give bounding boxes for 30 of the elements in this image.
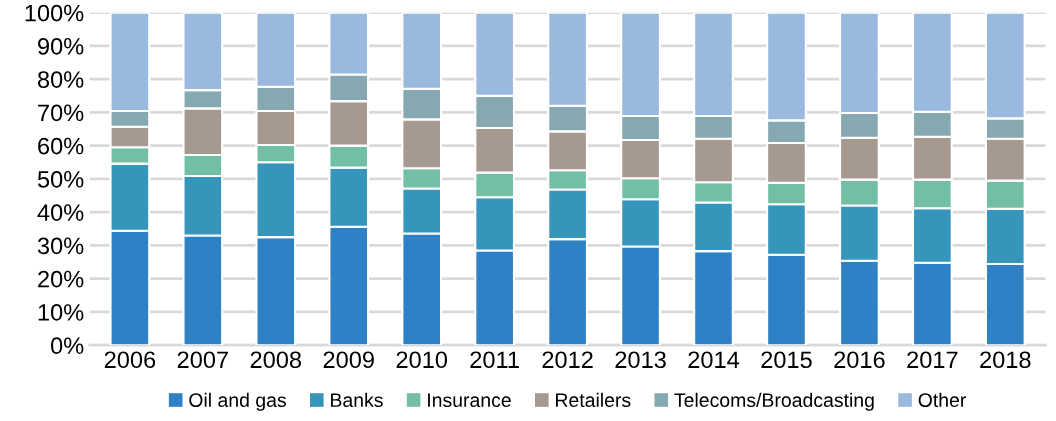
legend-label: Retailers [556, 392, 631, 408]
legend-label: Banks [331, 392, 383, 408]
x-tick-label: 2014 [688, 351, 740, 369]
y-tick-label: 0% [51, 337, 84, 355]
x-tick-label: 2007 [177, 351, 228, 369]
y-tick-label: 40% [37, 204, 84, 221]
legend-label: Telecoms/Broadcasting [674, 392, 874, 411]
y-tick-label: 80% [37, 71, 84, 88]
x-tick-label: 2013 [615, 351, 666, 369]
legend-label: Insurance [428, 393, 511, 408]
y-tick-label: 30% [37, 237, 84, 255]
x-tick-label: 2010 [396, 351, 448, 369]
x-tick-label: 2012 [542, 351, 593, 369]
y-tick-label: 100% [25, 4, 84, 22]
y-tick-label: 10% [38, 304, 84, 321]
x-tick-label: 2016 [834, 351, 885, 369]
y-tick-label: 20% [38, 270, 84, 288]
y-tick-label: 90% [38, 37, 84, 55]
x-tick-label: 2017 [907, 351, 958, 369]
legend-label: Oil and gas [189, 392, 286, 411]
y-tick-label: 60% [38, 137, 84, 155]
y-tick-label: 50% [37, 170, 84, 188]
x-tick-label: 2008 [250, 351, 302, 369]
x-tick-label: 2006 [104, 351, 156, 369]
x-tick-label: 2011 [470, 351, 519, 369]
x-tick-label: 2009 [323, 351, 374, 369]
legend-label: Other [918, 392, 967, 408]
x-tick-label: 2015 [761, 351, 812, 369]
y-tick-label: 70% [38, 104, 84, 122]
x-tick-label: 2018 [980, 351, 1031, 369]
